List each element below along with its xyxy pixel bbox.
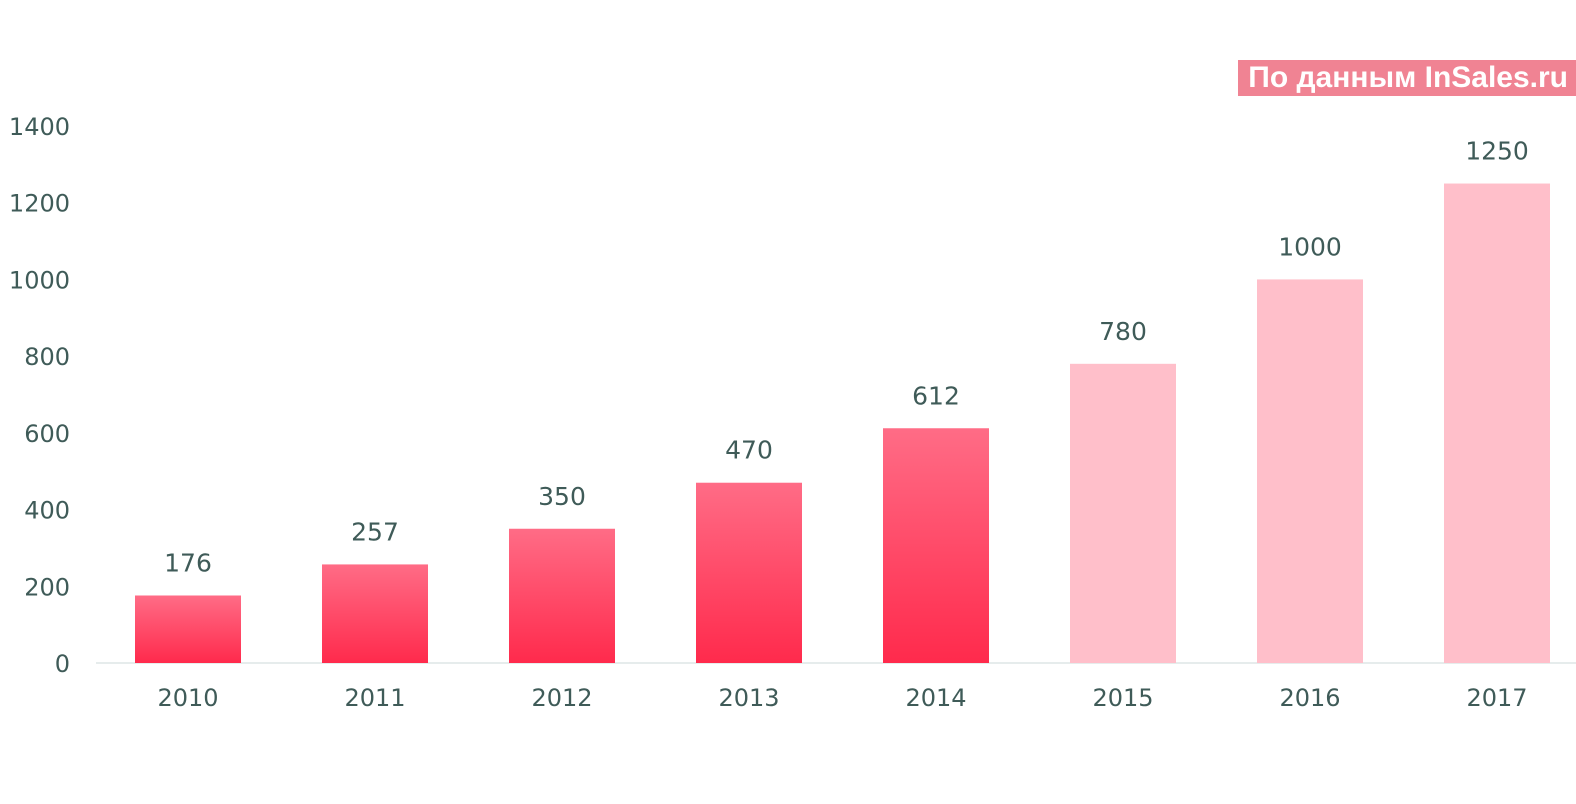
data-label-2015: 780 bbox=[1099, 317, 1147, 346]
y-tick-label: 0 bbox=[55, 650, 70, 678]
data-label-2014: 612 bbox=[912, 381, 960, 410]
y-tick-label: 1200 bbox=[9, 190, 70, 218]
bar-2016 bbox=[1257, 279, 1363, 663]
bar-2017 bbox=[1444, 183, 1550, 664]
data-label-2013: 470 bbox=[725, 436, 773, 465]
x-tick-label: 2014 bbox=[905, 684, 966, 712]
y-tick-label: 200 bbox=[24, 573, 70, 601]
y-tick-label: 1400 bbox=[9, 113, 70, 141]
bars-group bbox=[135, 183, 1550, 664]
data-label-2017: 1250 bbox=[1465, 137, 1529, 166]
bar-2012 bbox=[509, 528, 615, 663]
x-tick-label: 2012 bbox=[531, 684, 592, 712]
x-tick-label: 2016 bbox=[1279, 684, 1340, 712]
y-tick-label: 800 bbox=[24, 343, 70, 371]
data-label-2016: 1000 bbox=[1278, 232, 1342, 261]
y-tick-label: 600 bbox=[24, 420, 70, 448]
bar-2015 bbox=[1070, 363, 1176, 663]
x-tick-label: 2017 bbox=[1466, 684, 1527, 712]
bar-2013 bbox=[696, 482, 802, 663]
x-tick-label: 2015 bbox=[1092, 684, 1153, 712]
x-tick-label: 2010 bbox=[157, 684, 218, 712]
source-note-badge: По данным InSales.ru bbox=[1238, 60, 1576, 96]
bar-2011 bbox=[322, 564, 428, 663]
bar-2014 bbox=[883, 428, 989, 663]
data-label-2012: 350 bbox=[538, 482, 586, 511]
bar-2010 bbox=[135, 595, 241, 663]
y-tick-label: 1000 bbox=[9, 266, 70, 294]
x-tick-label: 2011 bbox=[344, 684, 405, 712]
data-labels-group: 176 257 350 470 612 780 1000 1250 bbox=[164, 137, 1529, 578]
y-axis: 0 200 400 600 800 1000 1200 1400 bbox=[9, 113, 70, 678]
data-label-2010: 176 bbox=[164, 548, 212, 577]
y-tick-label: 400 bbox=[24, 497, 70, 525]
x-axis: 2010 2011 2012 2013 2014 2015 2016 2017 bbox=[157, 684, 1527, 712]
x-tick-label: 2013 bbox=[718, 684, 779, 712]
data-label-2011: 257 bbox=[351, 517, 399, 546]
